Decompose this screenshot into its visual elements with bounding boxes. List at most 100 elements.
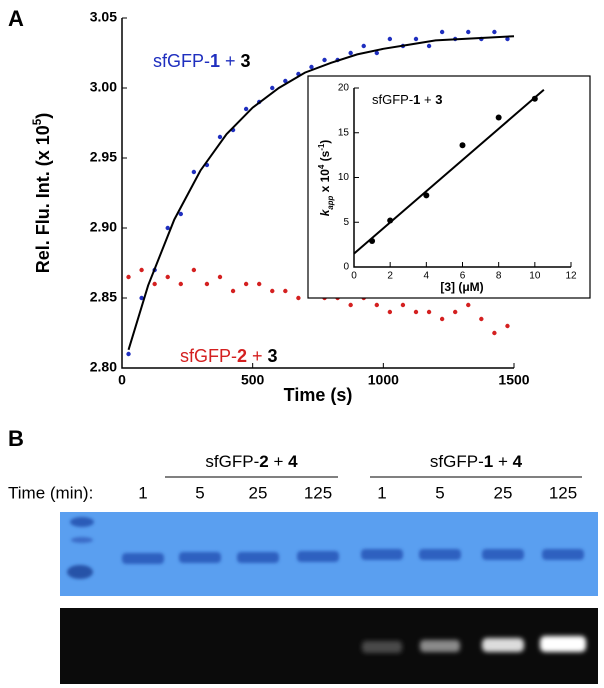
text-part: sfGFP- [430,452,484,471]
lane-label: 5 [195,483,204,502]
x-tick-label: 8 [496,271,502,282]
inset-y-label: kapp x 104 (s-1) [317,140,335,217]
x-tick-label: 2 [387,271,393,282]
text-part: + [269,452,288,471]
data-point [453,309,458,315]
text-part: ) [318,140,332,144]
x-tick-label: 1500 [498,371,529,387]
text-part: 2 [259,452,268,471]
text-part: sfGFP- [372,92,413,107]
data-point [139,267,144,273]
text-part: 1 [210,51,220,71]
y-tick-label: 2.90 [90,219,117,235]
text-part: app [326,195,335,209]
data-point [165,274,170,280]
text-part: 4 [288,452,298,471]
text-part: 1 [484,452,493,471]
lane-label: 25 [249,483,268,502]
y-tick-label: 5 [343,217,349,228]
data-point [426,43,432,49]
text-part: 3 [444,280,451,294]
data-point [217,134,223,140]
x-tick-label: 4 [424,271,430,282]
y-axis-label: Rel. Flu. Int. (x 105) [31,113,53,274]
text-part: 4 [513,452,523,471]
data-point [466,29,471,35]
inset-frame [307,75,591,299]
data-point [423,192,430,199]
text-part: 5 [31,118,44,125]
data-point [243,106,249,112]
data-point [152,281,157,287]
y-tick-label: 20 [338,83,350,94]
data-point [348,302,353,308]
text-part: [ [440,280,444,294]
text-part: 3 [241,51,251,71]
data-point [492,330,497,336]
y-tick-label: 10 [338,172,350,183]
data-point [361,43,366,49]
data-point [283,78,288,84]
data-point [479,316,484,322]
data-point [439,29,445,35]
data-point [204,281,210,287]
data-point [400,302,406,308]
data-point [387,36,393,42]
data-point [466,302,471,308]
data-point [217,274,223,280]
text-part: ) [33,113,53,119]
text-part: sfGFP- [153,51,210,71]
x-tick-label: 10 [529,271,541,282]
text-part: 3 [268,346,278,366]
x-tick-label: 0 [118,371,126,387]
text-part: + [493,452,512,471]
x-tick-label: 0 [351,271,357,282]
y-tick-label: 0 [343,262,349,273]
fluorescent-bands [362,636,586,653]
data-point [126,274,131,280]
lane-label: 25 [494,483,513,502]
data-point [322,57,327,63]
data-point [270,85,275,91]
x-tick-label: 12 [565,271,577,282]
data-point [230,288,236,294]
y-tick-label: 15 [338,127,350,138]
gel-bands [67,517,584,579]
axes [121,18,514,369]
text-part: -1 [317,143,326,151]
group-label: sfGFP-1 + 4 [430,452,523,471]
data-point [257,281,262,287]
data-point [191,169,197,175]
data-point [309,64,314,70]
y-tick-label: 3.05 [90,9,117,25]
y-tick-label: 2.80 [90,359,117,375]
data-point [413,309,419,315]
inset-title: sfGFP-1 + 3 [372,92,442,107]
text-part: sfGFP- [180,346,237,366]
fit-line [353,89,545,255]
data-point [348,50,353,56]
text-part: 1 [413,92,420,107]
data-point [178,281,183,287]
data-point [139,295,144,301]
data-point [505,323,510,329]
data-point [413,36,419,42]
data-point [243,281,249,287]
text-part: sfGFP- [205,452,259,471]
data-point [283,288,288,294]
text-part: ] (μM) [451,280,484,294]
lane-label: 125 [549,483,577,502]
data-point [439,316,445,322]
data-point [459,142,466,149]
data-point [495,114,502,121]
data-point [270,288,275,294]
text-part: 2 [237,346,247,366]
group-label: sfGFP-2 + 4 [205,452,298,471]
text-part: 4 [317,164,326,169]
lane-label: 1 [377,483,386,502]
data-point [178,211,183,217]
data-point [191,267,197,273]
inset-x-label: [3] (μM) [440,280,483,294]
text-part: + [220,51,241,71]
